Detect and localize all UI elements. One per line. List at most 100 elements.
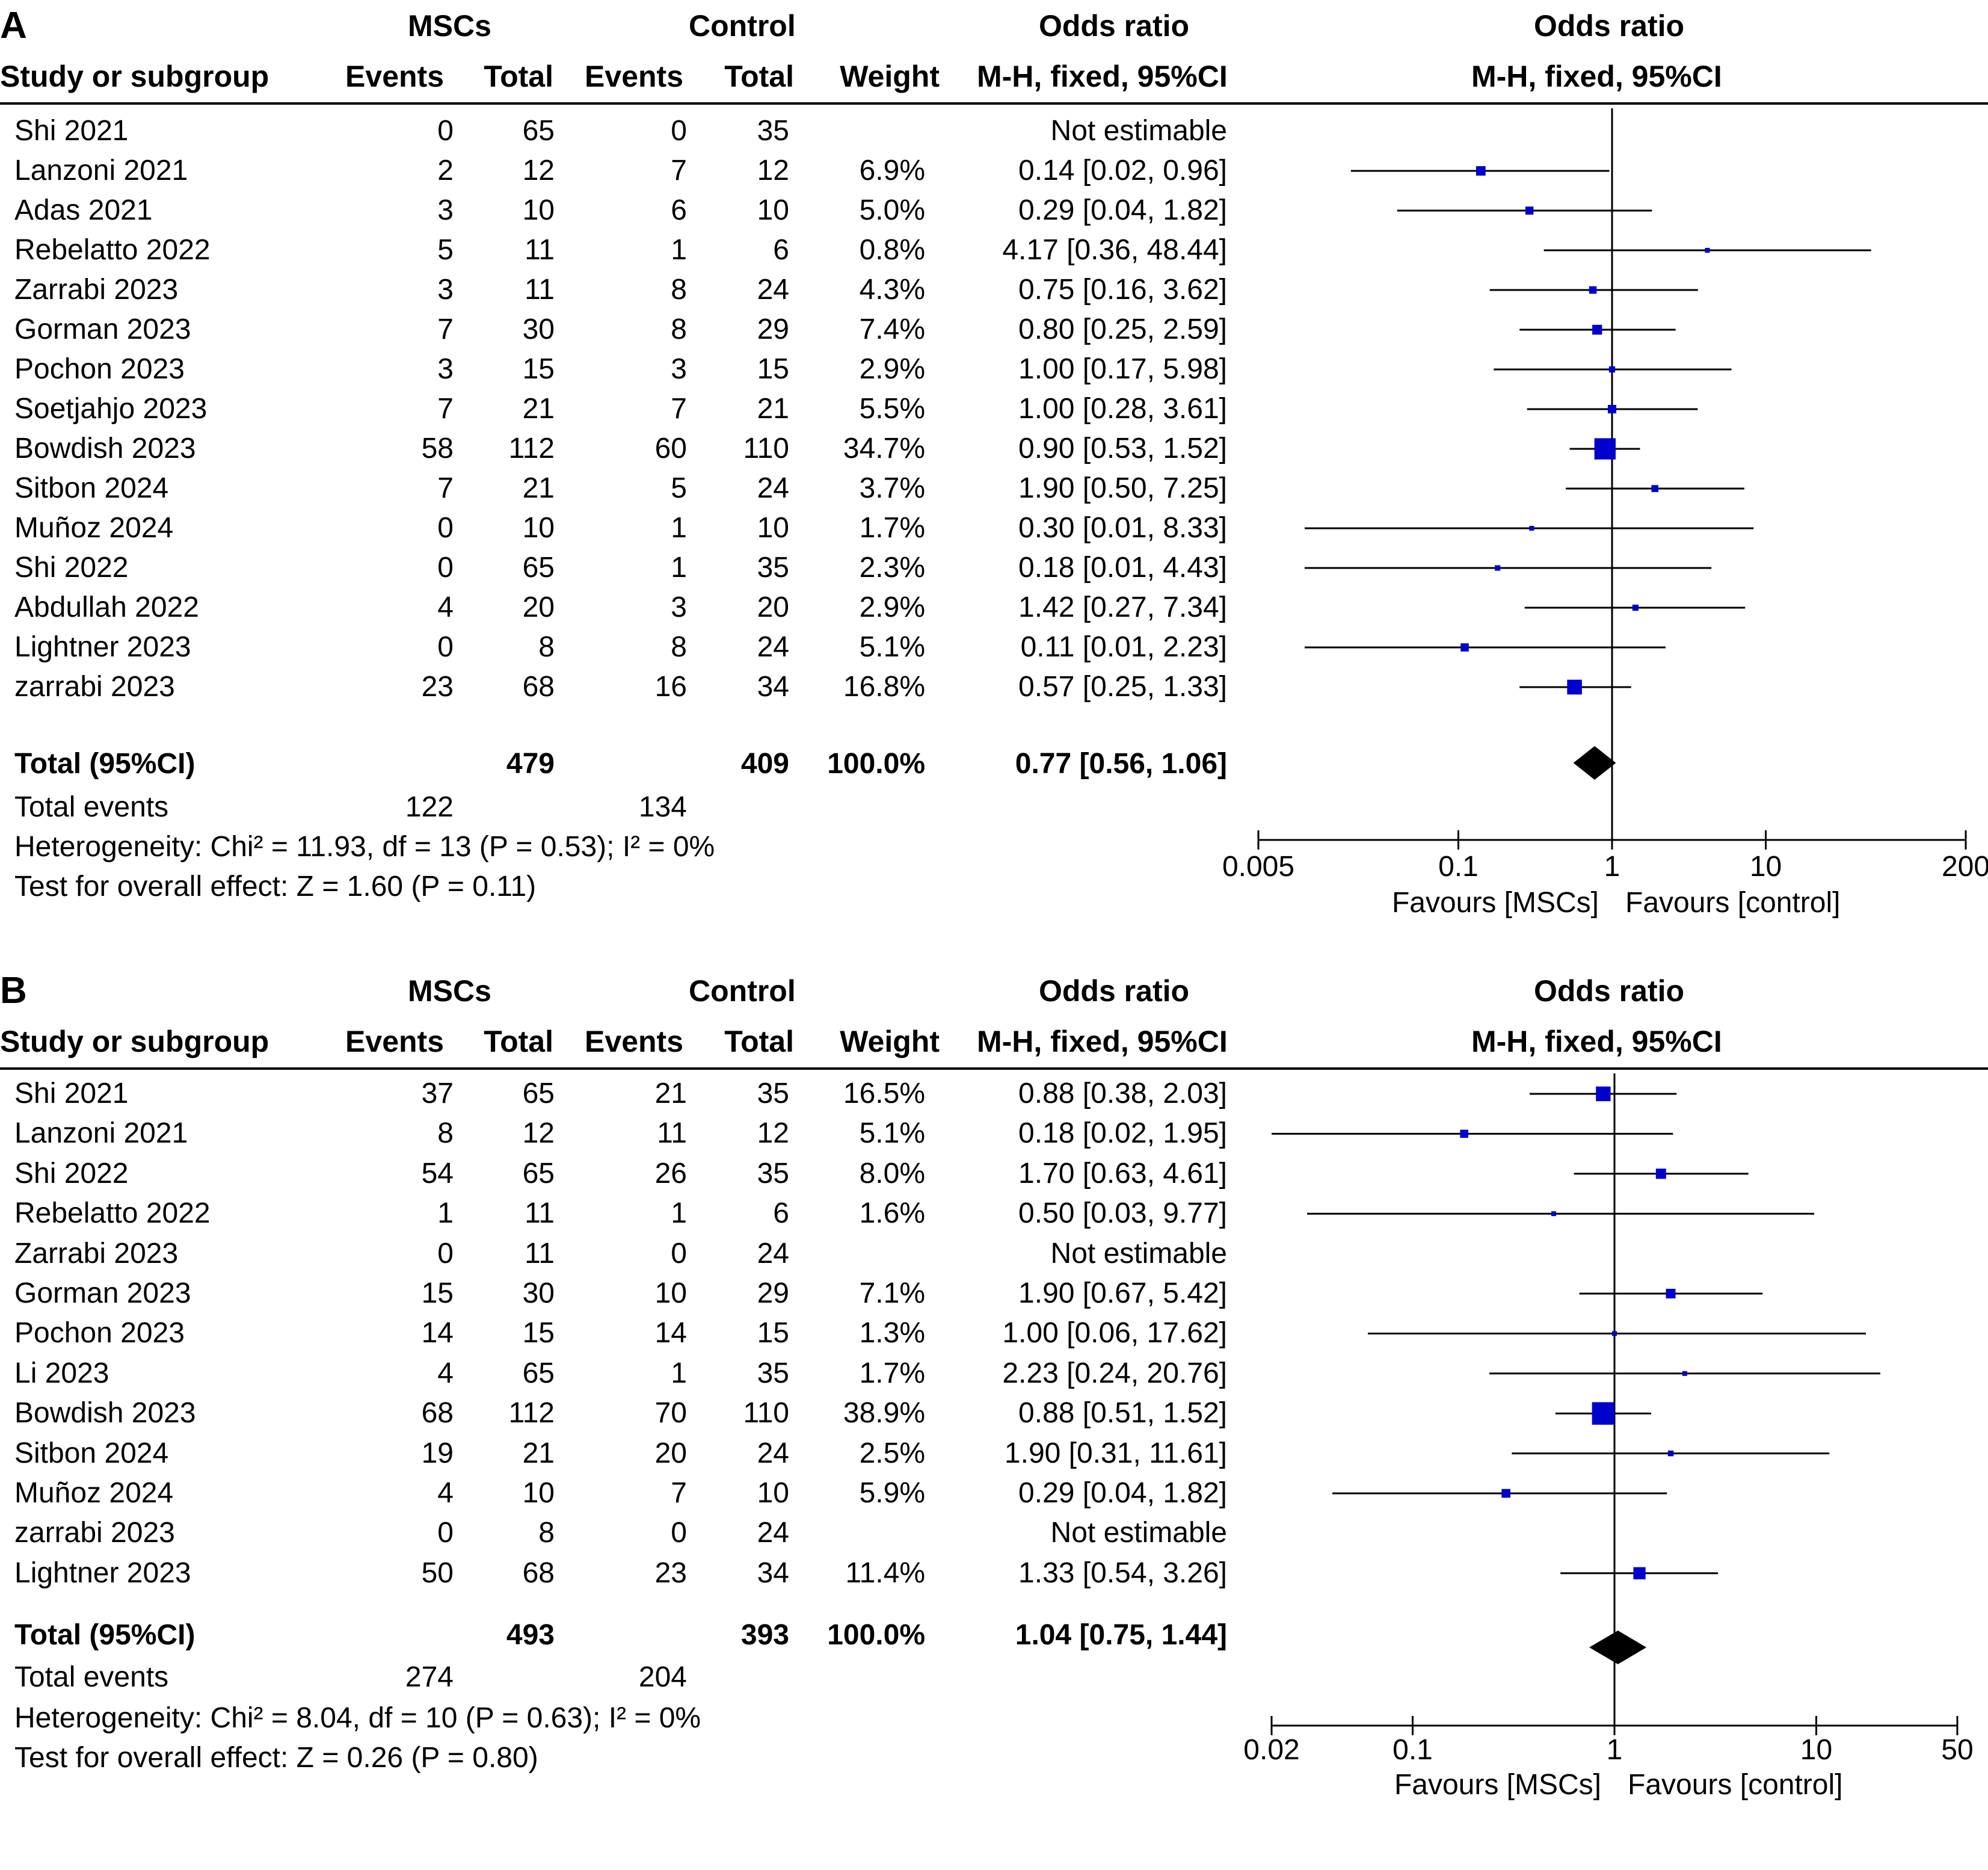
row-exp-total: 65 [522, 1078, 555, 1109]
row-study-name: Lightner 2023 [14, 631, 191, 663]
point-estimate-marker [1655, 1168, 1666, 1179]
row-exp-total: 65 [522, 1157, 555, 1190]
row-exp-events: 1 [437, 1197, 454, 1230]
row-estimate: 2.23 [0.24, 20.76] [1002, 1357, 1227, 1389]
favours-right-label: Favours [control] [1628, 1769, 1842, 1801]
row-ctrl-events: 1 [671, 234, 687, 266]
row-ctrl-events: 0 [671, 1237, 687, 1270]
row-exp-events: 2 [437, 155, 454, 187]
x-tick-label: 50 [1941, 1734, 1973, 1766]
row-study-name: Rebelatto 2022 [14, 234, 211, 266]
total-estimate: 1.04 [0.75, 1.44] [1015, 1619, 1227, 1651]
group-header-plot: Odds ratio [1534, 9, 1685, 43]
row-ctrl-total: 24 [757, 1437, 789, 1469]
point-estimate-marker [1551, 1211, 1557, 1217]
point-estimate-marker [1495, 565, 1501, 571]
row-exp-total: 12 [522, 155, 555, 187]
row-ctrl-events: 1 [671, 1197, 687, 1230]
row-ctrl-events: 70 [654, 1397, 687, 1430]
forest-plot-panel-b: B MSCs Control Odds ratio Odds ratio Stu… [0, 965, 1988, 1870]
row-exp-events: 68 [421, 1397, 454, 1430]
row-estimate: Not estimable [1050, 1237, 1227, 1270]
row-ctrl-events: 8 [671, 313, 687, 345]
total-label: Total (95%CI) [14, 748, 195, 780]
row-ctrl-events: 3 [671, 353, 687, 385]
row-ctrl-total: 29 [757, 313, 789, 345]
col-header-ctrl-total: Total [724, 1025, 794, 1058]
row-ctrl-events: 7 [671, 155, 687, 187]
row-ctrl-events: 1 [671, 512, 687, 544]
row-exp-events: 0 [437, 631, 454, 663]
row-ctrl-total: 29 [757, 1277, 789, 1309]
row-estimate: 1.00 [0.17, 5.98] [1018, 353, 1227, 385]
total-exp: 479 [506, 748, 555, 780]
row-ctrl-events: 0 [671, 115, 687, 147]
row-exp-total: 68 [522, 1557, 555, 1589]
row-exp-total: 10 [522, 194, 555, 226]
row-study-name: Rebelatto 2022 [14, 1197, 211, 1230]
row-ctrl-events: 60 [654, 433, 687, 464]
row-exp-total: 8 [538, 631, 555, 663]
total-events-ctrl: 134 [638, 791, 687, 823]
col-header-weight: Weight [840, 60, 940, 93]
row-exp-total: 112 [508, 1397, 555, 1430]
point-estimate-marker [1607, 404, 1617, 414]
panel-label: B [0, 970, 27, 1011]
point-estimate-marker [1594, 438, 1616, 460]
point-estimate-marker [1633, 1567, 1646, 1579]
row-ctrl-total: 10 [757, 1477, 789, 1509]
forest-plot-area: 0.005 0.1 1 10 200 Favours [MSCs] Favours [con… [1222, 108, 1988, 919]
row-ctrl-total: 10 [757, 194, 789, 226]
row-exp-events: 7 [437, 313, 454, 345]
row-exp-total: 15 [522, 1317, 555, 1350]
row-exp-total: 15 [522, 353, 555, 385]
overall-effect-text: Test for overall effect: Z = 1.60 (P = 0… [14, 871, 537, 903]
row-weight: 16.8% [843, 671, 925, 703]
row-ctrl-total: 24 [757, 631, 789, 663]
row-ctrl-total: 110 [743, 1397, 789, 1430]
row-exp-total: 11 [525, 1237, 555, 1270]
row-exp-total: 30 [522, 313, 555, 345]
row-study-name: Shi 2021 [14, 1078, 129, 1109]
row-study-name: Muñoz 2024 [14, 1477, 174, 1509]
row-exp-events: 5 [437, 234, 454, 266]
forest-plot-panel-a: A MSCs Control Odds ratio Odds ratio Stu… [0, 0, 1988, 919]
row-study-name: Shi 2022 [14, 1157, 129, 1190]
point-estimate-marker [1501, 1489, 1510, 1498]
row-weight: 38.9% [843, 1397, 925, 1430]
col-header-study: Study or subgroup [0, 1025, 269, 1058]
row-weight: 7.1% [859, 1277, 925, 1309]
group-header-plot: Odds ratio [1534, 974, 1685, 1008]
row-ctrl-total: 15 [757, 353, 789, 385]
total-label: Total (95%CI) [14, 1619, 195, 1651]
row-estimate: 0.11 [0.01, 2.23] [1020, 631, 1227, 663]
point-estimate-marker [1592, 324, 1602, 335]
row-weight: 5.5% [859, 393, 925, 425]
group-header-msc: MSCs [408, 974, 491, 1008]
row-weight: 1.6% [859, 1197, 925, 1230]
row-ctrl-events: 10 [654, 1277, 687, 1309]
row-ctrl-total: 35 [757, 1078, 789, 1109]
row-weight: 11.4% [845, 1557, 925, 1589]
row-ctrl-events: 26 [654, 1157, 687, 1190]
row-exp-total: 65 [522, 115, 555, 147]
row-weight: 7.4% [859, 313, 925, 345]
row-exp-events: 0 [437, 115, 454, 147]
point-estimate-marker [1682, 1371, 1687, 1376]
row-exp-total: 10 [522, 1477, 555, 1509]
x-tick-label: 10 [1750, 851, 1782, 883]
col-header-exp-events: Events [345, 60, 444, 93]
row-estimate: 1.90 [0.31, 11.61] [1004, 1437, 1227, 1469]
row-exp-events: 0 [437, 512, 454, 544]
row-exp-events: 50 [421, 1557, 454, 1589]
row-ctrl-total: 35 [757, 552, 789, 584]
overall-effect-text: Test for overall effect: Z = 0.26 (P = 0… [14, 1742, 538, 1774]
total-events-label: Total events [14, 791, 169, 823]
row-ctrl-events: 8 [671, 274, 687, 306]
row-estimate: 0.50 [0.03, 9.77] [1018, 1197, 1227, 1230]
row-exp-events: 54 [421, 1157, 454, 1190]
row-ctrl-total: 34 [757, 1557, 789, 1589]
col-header-plot: M-H, fixed, 95%CI [1471, 60, 1722, 93]
col-header-plot: M-H, fixed, 95%CI [1471, 1025, 1722, 1058]
row-exp-total: 65 [522, 1357, 555, 1389]
